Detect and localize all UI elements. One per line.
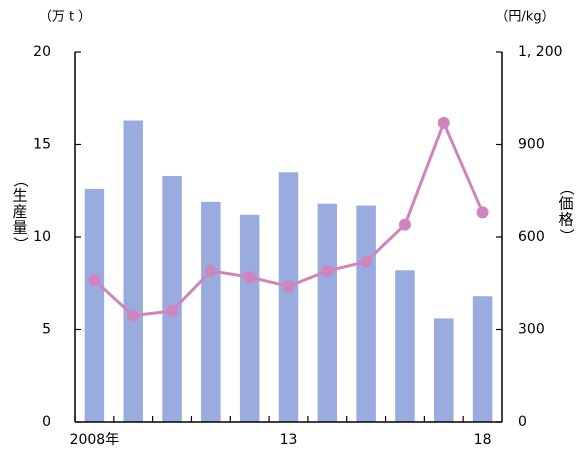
left-axis-label-char-3: 量 xyxy=(12,219,27,237)
right-axis-label-char-2: 格 xyxy=(558,211,573,229)
right-tick-label-3: 900 xyxy=(518,137,545,153)
bar-8 xyxy=(395,270,415,422)
axes-layer xyxy=(74,51,503,423)
left-tick-label-3: 15 xyxy=(33,137,51,153)
price-point-2 xyxy=(166,305,179,317)
bar-9 xyxy=(434,318,454,422)
bar-0 xyxy=(84,188,105,422)
price-point-7 xyxy=(360,255,373,268)
right-tick-label-2: 600 xyxy=(518,229,545,245)
left-axis-label-char-1: 生 xyxy=(12,187,27,205)
labels-layer: 0 5 10 15 20 0 300 600 900 1, 200 2008年 13 18 （万 t ） （… xyxy=(12,10,576,449)
price-point-5 xyxy=(282,280,295,293)
price-point-6 xyxy=(321,264,334,277)
left-axis-label-char-0: （ xyxy=(12,172,30,187)
left-tick-label-0: 0 xyxy=(42,414,51,430)
price-point-9 xyxy=(437,116,450,129)
left-tick-label-2: 10 xyxy=(33,229,51,245)
price-point-4 xyxy=(243,271,256,284)
left-tick-label-1: 5 xyxy=(42,322,51,338)
bar-3 xyxy=(201,201,221,422)
price-point-8 xyxy=(398,218,411,231)
right-tick-label-1: 300 xyxy=(518,322,545,338)
left-tick-label-4: 20 xyxy=(33,44,51,60)
bar-5 xyxy=(278,172,299,422)
x-tick-label-10: 18 xyxy=(474,432,492,448)
right-axis-label: （価格） xyxy=(558,180,576,243)
x-tick-label-0: 2008年 xyxy=(70,432,120,448)
bar-10 xyxy=(472,296,493,422)
price-point-3 xyxy=(204,264,217,277)
bar-4 xyxy=(239,214,260,422)
right-axis-label-char-1: 価 xyxy=(558,195,573,213)
price-point-0 xyxy=(88,274,101,287)
bars-layer xyxy=(84,120,493,422)
left-axis-label-char-4: ） xyxy=(12,236,30,251)
bar-1 xyxy=(123,120,143,422)
bar-6 xyxy=(317,203,338,422)
right-axis-unit: （円/kg） xyxy=(495,10,554,25)
right-tick-label-0: 0 xyxy=(518,414,527,430)
price-point-1 xyxy=(127,309,140,322)
x-tick-label-5: 13 xyxy=(280,432,298,448)
left-axis-unit: （万 t ） xyxy=(39,10,91,25)
left-axis-label-char-2: 産 xyxy=(12,203,27,221)
right-axis-label-char-3: ） xyxy=(558,228,576,243)
bar-7 xyxy=(356,205,376,422)
price-point-10 xyxy=(476,206,489,219)
bar-2 xyxy=(162,175,182,422)
price-line-layer xyxy=(88,116,489,322)
left-axis-label: （生産量） xyxy=(12,172,30,251)
right-axis-label-char-0: （ xyxy=(558,180,576,195)
right-tick-label-4: 1, 200 xyxy=(518,44,563,60)
